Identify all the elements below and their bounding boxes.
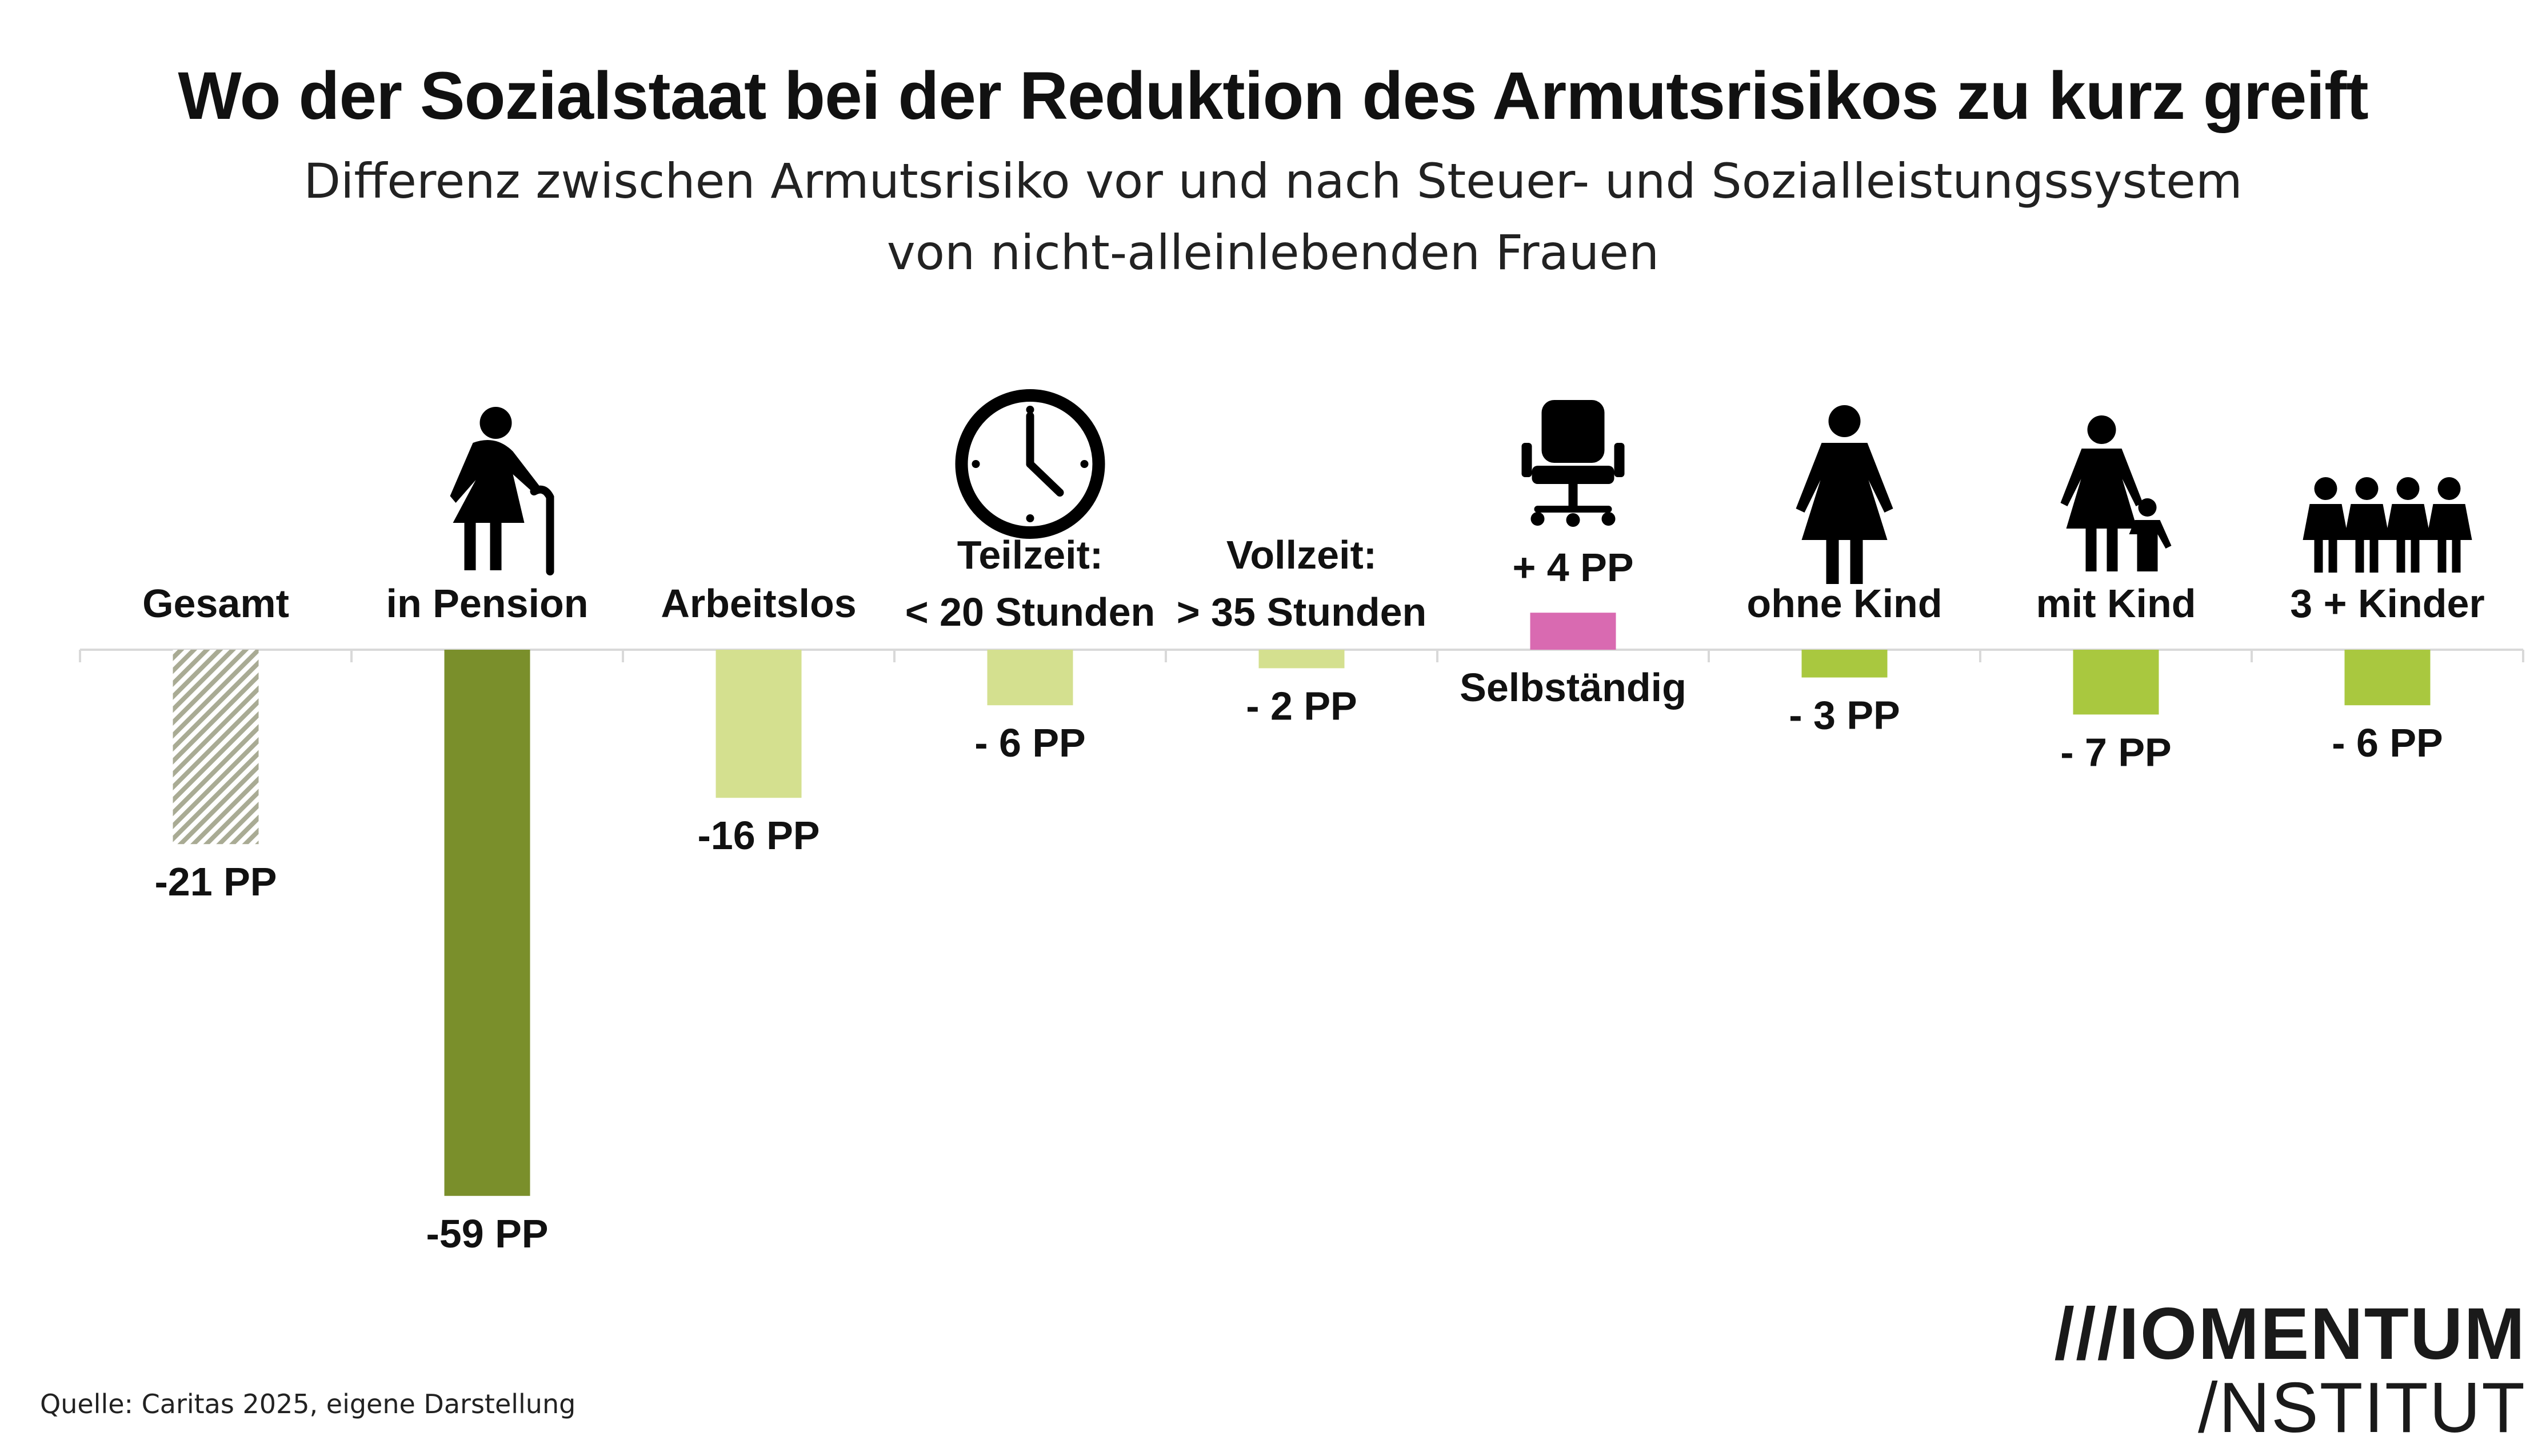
value-label: - 6 PP	[2332, 721, 2443, 765]
logo-line-2: /NSTITUT	[2198, 1369, 2526, 1447]
bar-ohne-kind	[1801, 650, 1888, 678]
category-label: < 20 Stunden	[905, 590, 1156, 634]
office-chair-icon	[1521, 400, 1625, 527]
bar-gesamt	[173, 650, 259, 845]
source-note: Quelle: Caritas 2025, eigene Darstellung	[40, 1389, 576, 1419]
momentum-institut-logo: ///IOMENTUM /NSTITUT	[2035, 1297, 2526, 1445]
value-label: + 4 PP	[1512, 545, 1633, 590]
bar-mit-kind	[2073, 650, 2159, 715]
category-label: ohne Kind	[1746, 581, 1942, 626]
bar-3-kinder	[2344, 650, 2431, 706]
category-label: Gesamt	[142, 581, 289, 626]
value-label: - 2 PP	[1246, 683, 1357, 728]
logo-line-1: ///IOMENTUM	[2054, 1293, 2526, 1375]
value-label: - 7 PP	[2060, 730, 2172, 774]
category-label: in Pension	[386, 581, 589, 626]
bar-selbständig	[1530, 613, 1616, 650]
category-label: Teilzeit:	[957, 533, 1103, 577]
bar-in-pension	[444, 650, 530, 1196]
woman-icon	[1796, 405, 1893, 584]
category-label: Selbständig	[1460, 665, 1686, 710]
chart-subtitle-line-1: Differenz zwischen Armutsrisiko vor und …	[303, 153, 2243, 209]
chart-subtitle-line-2: von nicht-alleinlebenden Frauen	[886, 225, 1660, 281]
woman-with-child-icon	[2060, 415, 2172, 571]
value-label: - 6 PP	[974, 721, 1086, 765]
value-label: -16 PP	[698, 813, 820, 858]
clock-icon	[955, 389, 1105, 539]
value-label: -21 PP	[155, 859, 277, 904]
chart-title: Wo der Sozialstaat bei der Reduktion des…	[178, 58, 2368, 134]
bar-teilzeit-20-stunden	[987, 650, 1073, 706]
bar-arbeitslos	[716, 650, 802, 798]
category-label: mit Kind	[2036, 581, 2196, 626]
category-label: Arbeitslos	[661, 581, 856, 626]
bar-vollzeit-35-stunden	[1258, 650, 1345, 669]
category-label: > 35 Stunden	[1177, 590, 1427, 634]
category-label: 3 + Kinder	[2290, 581, 2484, 626]
value-label: -59 PP	[426, 1211, 549, 1256]
value-label: - 3 PP	[1789, 693, 1900, 738]
category-label: Vollzeit:	[1226, 533, 1377, 577]
elderly-woman-with-cane-icon	[450, 407, 554, 575]
children-group-icon	[2303, 477, 2472, 573]
